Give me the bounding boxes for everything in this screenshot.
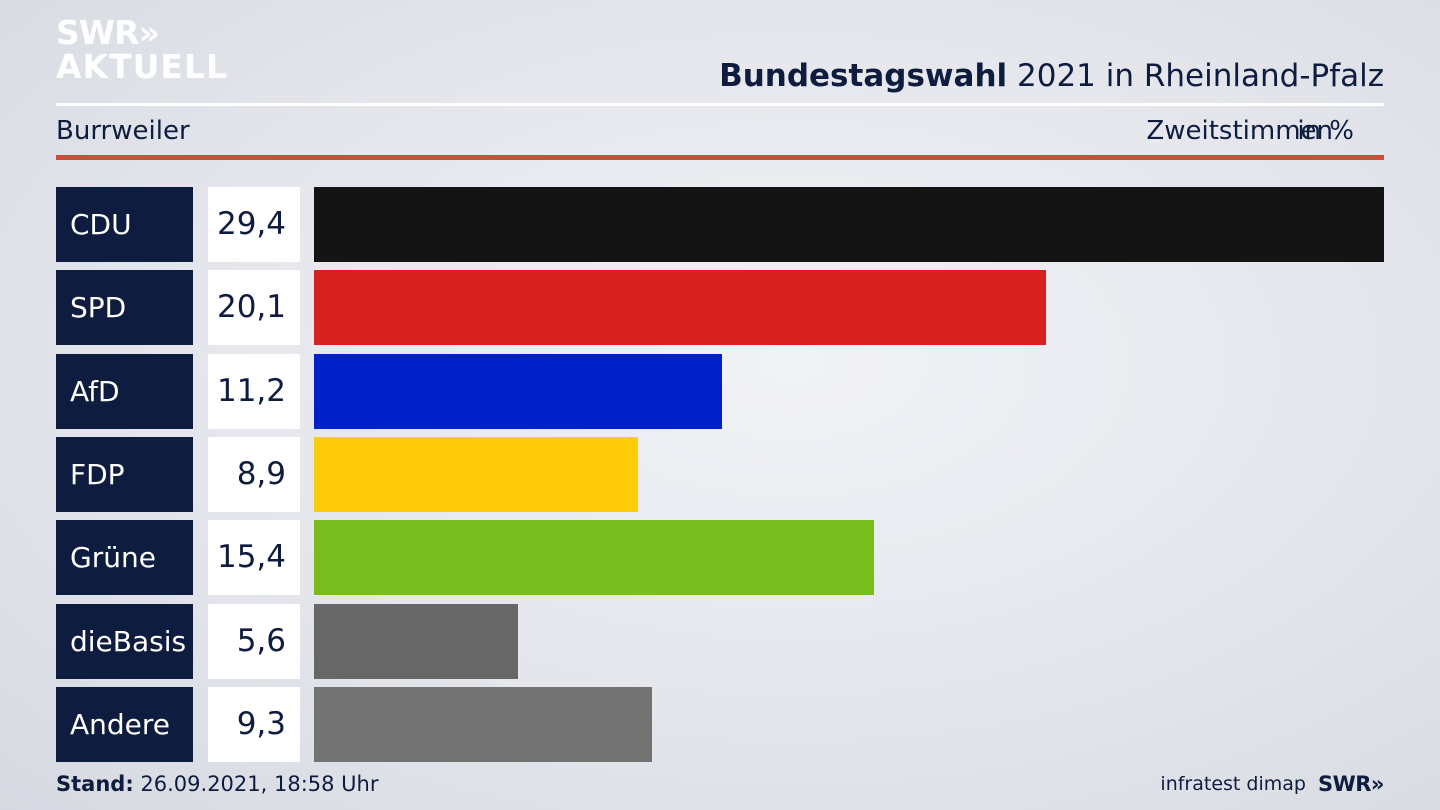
value-label: 5,6 (208, 604, 300, 679)
chart-title: Bundestagswahl 2021 in Rheinland-Pfalz (719, 58, 1384, 94)
stand-label: Stand: (56, 772, 134, 796)
title-rest: 2021 in Rheinland-Pfalz (1007, 58, 1384, 94)
value-label: 11,2 (208, 354, 300, 429)
region-label: Burrweiler (56, 116, 190, 146)
bar (314, 187, 1384, 262)
party-label: AfD (56, 354, 193, 429)
metric-label: Zweitstimmen (1146, 116, 1333, 146)
logo-swr: SWR» (56, 13, 160, 52)
timestamp: Stand: 26.09.2021, 18:58 Uhr (56, 772, 379, 796)
logo-aktuell: AKTUELL (56, 47, 229, 86)
bar-row: dieBasis 5,6 (56, 604, 1384, 679)
bar-row: Andere 9,3 (56, 687, 1384, 762)
bar-row: FDP 8,9 (56, 437, 1384, 512)
party-label: CDU (56, 187, 193, 262)
bar-row: SPD 20,1 (56, 270, 1384, 345)
bar-row: AfD 11,2 (56, 354, 1384, 429)
bar (314, 687, 652, 762)
party-label: SPD (56, 270, 193, 345)
value-label: 9,3 (208, 687, 300, 762)
unit-label: in % (1297, 116, 1354, 146)
bar (314, 437, 638, 512)
party-label: FDP (56, 437, 193, 512)
value-label: 15,4 (208, 520, 300, 595)
footer-credits: infratest dimap SWR» (1160, 772, 1384, 796)
party-label: Grüne (56, 520, 193, 595)
bar-row: Grüne 15,4 (56, 520, 1384, 595)
swr-footer-logo: SWR» (1317, 772, 1385, 796)
value-label: 20,1 (208, 270, 300, 345)
value-label: 8,9 (208, 437, 300, 512)
bar (314, 520, 874, 595)
value-label: 29,4 (208, 187, 300, 262)
party-label: dieBasis (56, 604, 193, 679)
header-divider (56, 103, 1384, 106)
bar (314, 270, 1046, 345)
accent-divider (56, 155, 1384, 160)
bar (314, 354, 722, 429)
bar (314, 604, 518, 679)
party-label: Andere (56, 687, 193, 762)
swr-aktuell-logo: SWR» AKTUELL (56, 16, 228, 83)
title-bold: Bundestagswahl (719, 58, 1008, 94)
bar-row: CDU 29,4 (56, 187, 1384, 262)
stand-value: 26.09.2021, 18:58 Uhr (133, 772, 379, 796)
source-label: infratest dimap (1160, 773, 1306, 795)
